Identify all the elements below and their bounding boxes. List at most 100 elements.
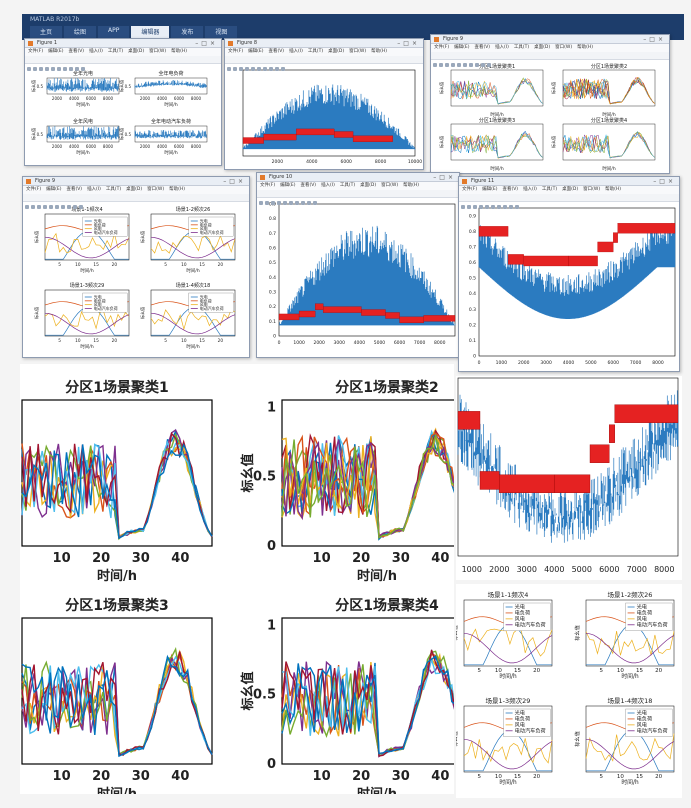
- menu-item[interactable]: 工具(T): [541, 187, 558, 192]
- tick-label: 20: [655, 668, 663, 674]
- menu-item[interactable]: 插入(I): [89, 49, 103, 54]
- toolstrip-tab[interactable]: APP: [98, 26, 130, 38]
- figure-window-year-overview[interactable]: Figure 1 –□× 文件(F) 编辑(E) 查看(V) 插入(I) 工具(T) 桌面(…: [24, 38, 222, 166]
- figure-toolbar[interactable]: [225, 56, 423, 71]
- menu-item[interactable]: 桌面(D): [562, 187, 579, 192]
- series-line: [562, 77, 656, 105]
- menu-item[interactable]: 查看(V): [68, 49, 85, 54]
- figure-toolbar[interactable]: [25, 56, 221, 71]
- menu-item[interactable]: 帮助(H): [171, 49, 188, 54]
- menu-item[interactable]: 查看(V): [268, 49, 285, 54]
- scenario-figure-bottom: 场景1-1频次4 光电 电负荷 风电 电动汽车负荷 5 10 15 20 时间/h 标幺值 场景1-2…: [456, 584, 682, 798]
- tick-label: 5000: [572, 565, 592, 574]
- menu-item[interactable]: 桌面(D): [128, 49, 145, 54]
- figure-window-fig11[interactable]: Figure 11 –□× 文件(F) 编辑(E) 查看(V) 插入(I) 工具(T) 桌面…: [458, 176, 680, 372]
- menu-item[interactable]: 文件(F): [260, 183, 276, 188]
- menu-item[interactable]: 编辑(E): [454, 45, 470, 50]
- menu-item[interactable]: 查看(V): [300, 183, 317, 188]
- tick-label: 0.4: [469, 291, 476, 297]
- typical-segment: [568, 255, 598, 267]
- window-controls[interactable]: –□×: [653, 178, 676, 185]
- menu-bar[interactable]: 文件(F) 编辑(E) 查看(V) 插入(I) 工具(T) 桌面(D) 窗口(W) 帮助(H): [25, 48, 221, 56]
- menu-item[interactable]: 编辑(E): [46, 187, 62, 192]
- tick-label: 10: [181, 262, 187, 268]
- legend-entry: 电负荷: [515, 714, 531, 722]
- menu-item[interactable]: 编辑(E): [248, 49, 264, 54]
- series-line: [134, 80, 207, 89]
- menu-item[interactable]: 工具(T): [105, 187, 122, 192]
- menu-item[interactable]: 查看(V): [474, 45, 491, 50]
- menu-item[interactable]: 窗口(W): [555, 45, 573, 50]
- menu-item[interactable]: 帮助(H): [169, 187, 186, 192]
- menu-item[interactable]: 窗口(W): [147, 187, 165, 192]
- tick-label: 30: [392, 551, 410, 566]
- figure-icon: [434, 37, 439, 42]
- menu-item[interactable]: 窗口(W): [349, 49, 367, 54]
- toolstrip-tab[interactable]: 视图: [205, 26, 238, 38]
- figure-window-scenarios[interactable]: Figure 9 –□× 文件(F) 编辑(E) 查看(V) 插入(I) 工具(T) 桌面(…: [22, 176, 250, 358]
- figure-window-clusters[interactable]: Figure 9 –□× 文件(F) 编辑(E) 查看(V) 插入(I) 工具(T) 桌面(…: [430, 34, 670, 174]
- menu-item[interactable]: 文件(F): [462, 187, 478, 192]
- menu-item[interactable]: 桌面(D): [328, 49, 345, 54]
- menu-bar[interactable]: 文件(F) 编辑(E) 查看(V) 插入(I) 工具(T) 桌面(D) 窗口(W) 帮助(H): [459, 186, 679, 194]
- menu-item[interactable]: 桌面(D): [534, 45, 551, 50]
- menu-bar[interactable]: 文件(F) 编辑(E) 查看(V) 插入(I) 工具(T) 桌面(D) 窗口(W) 帮助(H): [23, 186, 249, 194]
- menu-item[interactable]: 工具(T): [339, 183, 356, 188]
- window-controls[interactable]: –□×: [643, 36, 666, 43]
- menu-item[interactable]: 插入(I): [289, 49, 303, 54]
- figure-toolbar[interactable]: [459, 194, 679, 209]
- menu-item[interactable]: 窗口(W): [381, 183, 399, 188]
- menu-bar[interactable]: 文件(F) 编辑(E) 查看(V) 插入(I) 工具(T) 桌面(D) 窗口(W) 帮助(H): [431, 44, 669, 52]
- menu-item[interactable]: 文件(F): [434, 45, 450, 50]
- menu-item[interactable]: 文件(F): [228, 49, 244, 54]
- toolstrip-tab[interactable]: 绘图: [64, 26, 97, 38]
- menu-item[interactable]: 桌面(D): [126, 187, 143, 192]
- figure-toolbar[interactable]: [431, 52, 669, 67]
- menu-item[interactable]: 桌面(D): [360, 183, 377, 188]
- toolstrip-tab[interactable]: 发布: [171, 26, 204, 38]
- series-line: [450, 130, 544, 159]
- figure-toolbar[interactable]: [257, 190, 459, 205]
- window-controls[interactable]: –□×: [223, 178, 246, 185]
- menu-item[interactable]: 插入(I): [321, 183, 335, 188]
- menu-item[interactable]: 编辑(E): [482, 187, 498, 192]
- menu-item[interactable]: 文件(F): [28, 49, 44, 54]
- legend-entry: 电动汽车负荷: [200, 305, 224, 311]
- menu-item[interactable]: 查看(V): [66, 187, 83, 192]
- figure-window-fig8[interactable]: Figure 8 –□× 文件(F) 编辑(E) 查看(V) 插入(I) 工具(T) 桌面(…: [224, 38, 424, 170]
- menu-item[interactable]: 工具(T): [513, 45, 530, 50]
- figure-toolbar[interactable]: [23, 194, 249, 209]
- menu-item[interactable]: 窗口(W): [583, 187, 601, 192]
- menu-item[interactable]: 编辑(E): [280, 183, 296, 188]
- tick-label: 0.7: [469, 244, 476, 250]
- menu-item[interactable]: 插入(I): [495, 45, 509, 50]
- menu-item[interactable]: 插入(I): [523, 187, 537, 192]
- toolstrip-tab[interactable]: 编辑器: [131, 26, 170, 38]
- menu-item[interactable]: 帮助(H): [403, 183, 420, 188]
- menu-item[interactable]: 工具(T): [107, 49, 124, 54]
- figure-window-fig10[interactable]: Figure 10 –□× 文件(F) 编辑(E) 查看(V) 插入(I) 工具(T) 桌面…: [256, 172, 460, 358]
- fig11-chart: 0 1000 2000 3000 4000 5000 6000 7000 8000 0 0.1 0.2…: [469, 207, 676, 366]
- load-series: [278, 225, 456, 326]
- tick-label: 0.8: [469, 229, 476, 235]
- menu-bar[interactable]: 文件(F) 编辑(E) 查看(V) 插入(I) 工具(T) 桌面(D) 窗口(W) 帮助(H): [257, 182, 459, 190]
- menu-item[interactable]: 查看(V): [502, 187, 519, 192]
- toolstrip-tab[interactable]: 主页: [30, 26, 63, 38]
- tick-label: 2000: [140, 96, 151, 101]
- axis-label: 标幺值: [240, 671, 256, 711]
- menu-item[interactable]: 帮助(H): [371, 49, 388, 54]
- matlab-toolstrip: MATLAB R2017b 主页 绘图 APP 编辑器 发布 视图: [22, 14, 684, 40]
- menu-item[interactable]: 编辑(E): [48, 49, 64, 54]
- tick-label: 0.6: [469, 260, 476, 266]
- menu-item[interactable]: 窗口(W): [149, 49, 167, 54]
- menu-item[interactable]: 文件(F): [26, 187, 42, 192]
- window-controls[interactable]: –□×: [433, 174, 456, 181]
- menu-item[interactable]: 帮助(H): [577, 45, 594, 50]
- window-controls[interactable]: –□×: [195, 40, 218, 47]
- window-controls[interactable]: –□×: [397, 40, 420, 47]
- subplot-title: 全年电动汽车负荷: [151, 118, 191, 125]
- menu-item[interactable]: 帮助(H): [605, 187, 622, 192]
- menu-item[interactable]: 工具(T): [307, 49, 324, 54]
- menu-item[interactable]: 插入(I): [87, 187, 101, 192]
- menu-bar[interactable]: 文件(F) 编辑(E) 查看(V) 插入(I) 工具(T) 桌面(D) 窗口(W) 帮助(H): [225, 48, 423, 56]
